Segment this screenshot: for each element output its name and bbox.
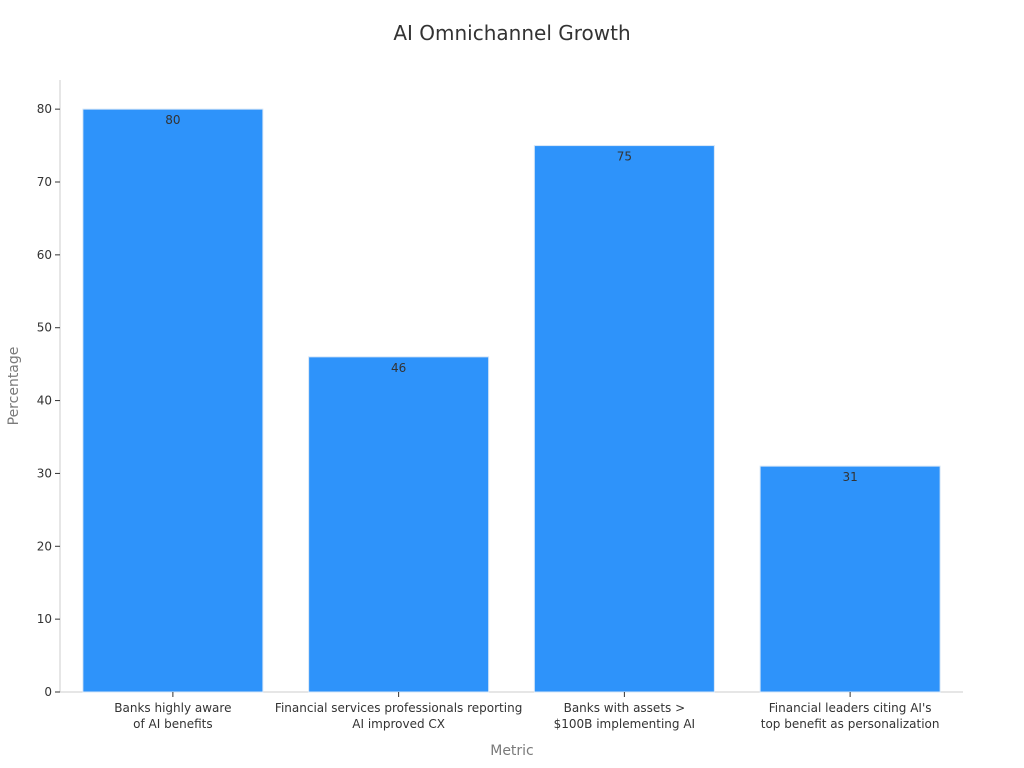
- y-tick-label: 0: [44, 685, 52, 699]
- y-tick-label: 80: [37, 102, 52, 116]
- data-label: 46: [391, 361, 406, 375]
- x-tick-label: Financial services professionals reporti…: [275, 701, 522, 731]
- bar: [308, 356, 490, 693]
- data-label: 75: [617, 150, 632, 164]
- data-labels: 80 46 75 31: [165, 113, 858, 484]
- x-tick-label: Banks highly aware of AI benefits: [114, 701, 231, 731]
- y-tick-label: 50: [37, 321, 52, 335]
- y-tick-label: 20: [37, 539, 52, 553]
- x-axis-ticks: Banks highly aware of AI benefits Financia…: [114, 692, 940, 731]
- x-tick-label: Banks with assets > $100B implementing AI: [554, 701, 695, 731]
- y-axis-label: Percentage: [6, 347, 22, 426]
- y-tick-label: 60: [37, 248, 52, 262]
- x-tick-label: Financial leaders citing AI's top benefit…: [761, 701, 940, 731]
- y-axis-ticks: 0 10 20 30 40 50 60 70 80: [37, 102, 60, 699]
- bar: [759, 465, 941, 693]
- bar: [82, 108, 264, 693]
- y-tick-label: 70: [37, 175, 52, 189]
- chart-title: AI Omnichannel Growth: [393, 21, 630, 45]
- y-tick-label: 10: [37, 612, 52, 626]
- y-tick-label: 30: [37, 466, 52, 480]
- x-axis-label: Metric: [490, 743, 534, 759]
- bars: [82, 108, 941, 693]
- data-label: 31: [842, 470, 857, 484]
- bar: [533, 145, 715, 693]
- data-label: 80: [165, 113, 180, 127]
- y-tick-label: 40: [37, 394, 52, 408]
